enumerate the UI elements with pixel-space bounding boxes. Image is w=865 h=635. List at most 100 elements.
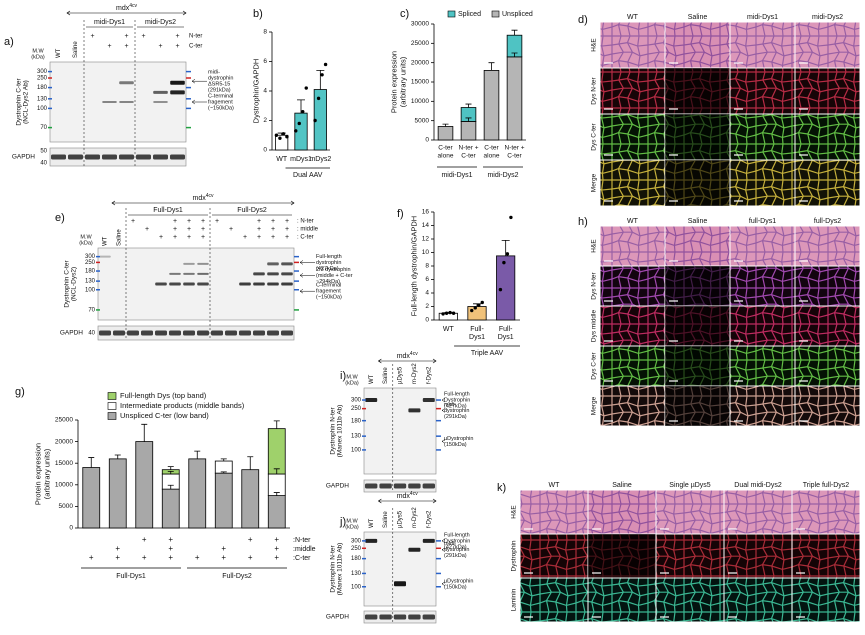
mw-label: 250 — [351, 546, 362, 552]
blot-band — [408, 547, 421, 552]
y-tick-label: 20000 — [411, 59, 429, 66]
group-header: mdx4cv — [397, 351, 419, 360]
annotation: (291kDa) — [444, 553, 467, 559]
data-point — [441, 312, 445, 316]
error-bar — [220, 458, 227, 462]
annotation: dystrophin — [444, 408, 469, 414]
blot-band — [267, 272, 279, 276]
group-label: Dual AAV — [293, 172, 323, 179]
legend-label: Unspliced C-ter (low band) — [120, 411, 209, 420]
data-point — [285, 135, 289, 139]
error-bar — [88, 457, 95, 468]
blot-band — [183, 262, 195, 265]
error-bar — [273, 468, 280, 474]
mw-label: 300 — [85, 254, 96, 260]
loading-band — [379, 614, 392, 620]
error-bar — [167, 466, 174, 470]
mw-title: M.W — [346, 518, 358, 524]
x-tick-label: C-ter — [461, 153, 476, 160]
loading-band — [379, 483, 392, 489]
data-point — [304, 86, 308, 90]
annotation: (~150kDa) — [316, 295, 342, 301]
annotation: Full-length — [444, 391, 470, 397]
y-axis-label: Dystrophin C-ter — [64, 260, 71, 308]
condition-mark: + — [159, 234, 163, 241]
data-point — [451, 311, 456, 315]
mw-label: 100 — [351, 447, 362, 453]
tile-shade — [724, 490, 792, 534]
condition-mark: + — [115, 544, 120, 553]
tile-shade — [795, 226, 860, 266]
header-sup: 4cv — [410, 351, 418, 357]
group-header: mdx4cv — [397, 491, 419, 500]
group-label: Full-Dys2 — [222, 573, 252, 580]
data-point — [444, 311, 449, 315]
error-bar — [273, 492, 280, 496]
tile-shade — [665, 160, 730, 206]
mw-label: 250 — [37, 76, 48, 82]
error-bar — [297, 99, 305, 114]
annotation: Dystrophin — [444, 538, 470, 544]
x-tick-label: WT — [276, 156, 288, 163]
row-label: Dys middle — [591, 310, 598, 343]
group-label: Full-Dys1 — [116, 573, 146, 580]
lane-label: WT — [369, 374, 375, 384]
column-header: Saline — [688, 218, 708, 225]
panel-label: a) — [4, 36, 14, 48]
x-tick-label: C-ter — [507, 153, 522, 160]
loading-band — [393, 483, 407, 489]
micrograph-tile — [729, 159, 796, 207]
blot-membrane — [363, 387, 437, 475]
y-tick-label: 8 — [425, 263, 429, 270]
annotation: midi- — [208, 70, 220, 76]
bar-segment — [483, 70, 500, 141]
y-tick-label: 10000 — [55, 482, 73, 489]
y-tick-label: 4 — [263, 88, 267, 95]
data-point — [498, 287, 503, 292]
legend-label: Spliced — [458, 11, 481, 18]
micrograph-tile — [587, 489, 657, 535]
column-header: WT — [549, 482, 561, 489]
tile-shade — [665, 114, 730, 160]
y-tick-label: 4 — [425, 290, 429, 297]
column-header: WT — [627, 218, 639, 225]
data-point — [320, 73, 324, 77]
loading-band — [365, 614, 378, 620]
y-tick-label: 15000 — [55, 460, 73, 467]
blot-band — [197, 272, 209, 275]
column-header: Dual midi-Dys2 — [734, 482, 782, 489]
condition-mark: + — [274, 544, 279, 553]
loading-band — [99, 330, 111, 336]
micrograph-tile — [655, 577, 725, 623]
subgroup-label: midi-Dys1 — [94, 19, 125, 26]
blot-band — [197, 282, 209, 286]
loading-band — [422, 614, 435, 620]
loading-band — [102, 154, 117, 160]
lane-label: m-Dys2 — [412, 507, 418, 528]
bar-segment — [437, 126, 454, 141]
condition-mark: + — [158, 43, 162, 50]
column-header: WT — [627, 14, 639, 21]
annotation: (150kDa) — [444, 584, 467, 590]
blot-band — [253, 272, 265, 276]
mw-label: 180 — [351, 556, 362, 562]
error-bar — [501, 239, 510, 256]
tile-shade — [665, 386, 730, 426]
loading-label: GAPDH — [60, 330, 83, 337]
data-point — [502, 260, 506, 265]
lane-label: Saline — [383, 367, 389, 384]
x-tick-label: WT — [443, 326, 455, 333]
legend-swatch — [107, 392, 117, 400]
x-tick-label: Dys1 — [469, 334, 485, 341]
mw-title: (kDa) — [79, 240, 93, 246]
annotation: C-terminal — [208, 93, 233, 99]
condition-name: :middle — [293, 546, 316, 553]
bar-segment — [241, 469, 260, 529]
y-tick-label: 0 — [425, 317, 429, 324]
annotation-arrow — [299, 260, 315, 265]
column-header: midi-Dys1 — [747, 14, 778, 21]
blot-band — [153, 90, 168, 94]
data-point — [505, 252, 510, 256]
annotation-arrow — [191, 99, 207, 105]
data-point — [301, 109, 305, 114]
